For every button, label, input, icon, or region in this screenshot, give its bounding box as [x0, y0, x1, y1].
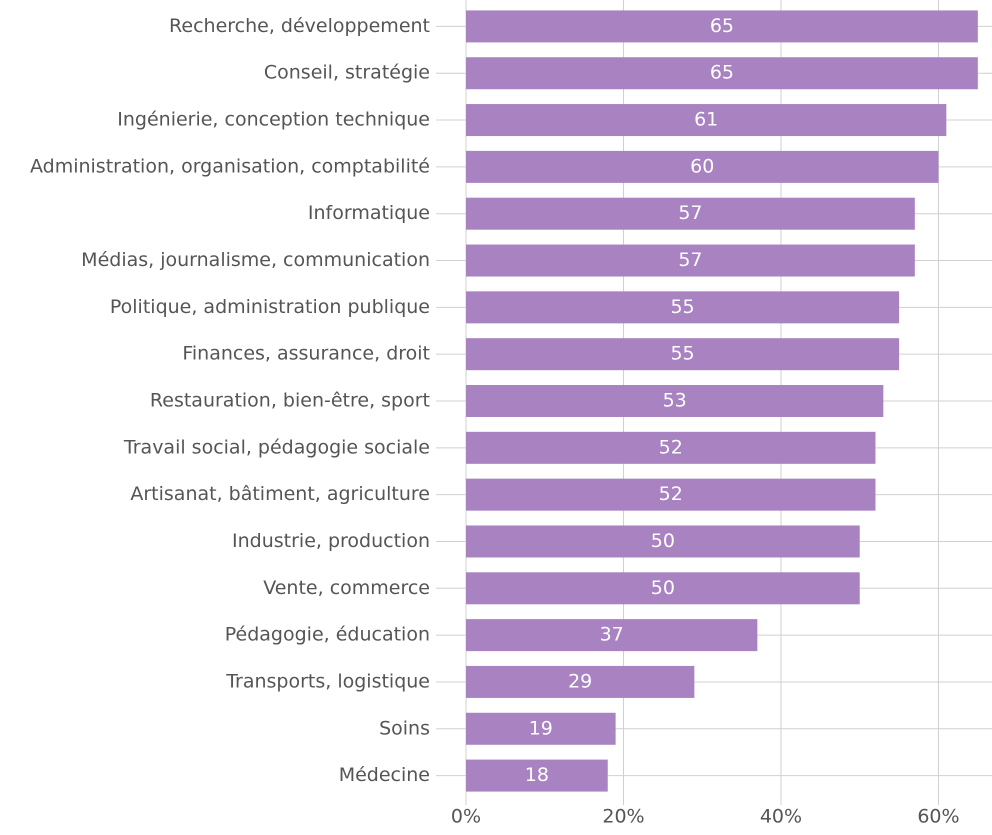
bar	[466, 572, 860, 605]
y-tick-label: Conseil, stratégie	[264, 62, 430, 84]
bar	[466, 57, 978, 90]
data-label: 60	[690, 155, 714, 177]
data-label: 57	[678, 202, 702, 224]
x-tick-label: 60%	[917, 806, 959, 828]
bar	[466, 338, 900, 371]
data-label: 50	[651, 530, 675, 552]
bar	[466, 10, 978, 43]
bar	[466, 525, 860, 558]
x-tick-label: 0%	[451, 806, 481, 828]
data-label: 53	[663, 390, 687, 412]
y-tick-label: Soins	[379, 717, 430, 739]
data-label: 55	[670, 296, 694, 318]
y-tick-label: Médias, journalisme, communication	[81, 249, 430, 271]
x-tick-label: 40%	[760, 806, 802, 828]
bar	[466, 291, 900, 324]
bar	[466, 431, 876, 464]
data-label: 18	[525, 764, 549, 786]
y-tick-label: Vente, commerce	[263, 577, 430, 599]
y-tick-label: Industrie, production	[232, 530, 430, 552]
data-label: 57	[678, 249, 702, 271]
bar	[466, 104, 947, 137]
x-tick-label: 20%	[602, 806, 644, 828]
y-tick-label: Informatique	[308, 202, 430, 224]
data-label: 55	[670, 343, 694, 365]
bar	[466, 244, 915, 277]
y-tick-label: Finances, assurance, droit	[182, 343, 430, 365]
bar	[466, 150, 939, 183]
bar	[466, 197, 915, 230]
data-label: 61	[694, 109, 718, 131]
y-tick-label: Politique, administration publique	[110, 296, 430, 318]
data-label: 19	[529, 717, 553, 739]
y-tick-label: Artisanat, bâtiment, agriculture	[130, 483, 430, 505]
data-label: 65	[710, 62, 734, 84]
bar	[466, 759, 608, 792]
y-tick-label: Administration, organisation, comptabili…	[30, 155, 430, 177]
data-label: 52	[659, 483, 683, 505]
y-tick-label: Pédagogie, éducation	[225, 624, 430, 646]
y-tick-label: Restauration, bien-être, sport	[150, 390, 430, 412]
bar	[466, 478, 876, 511]
bar	[466, 385, 884, 417]
data-label: 29	[568, 670, 592, 692]
y-tick-label: Recherche, développement	[169, 15, 430, 37]
data-label: 37	[600, 624, 624, 646]
bar	[466, 665, 695, 698]
data-label: 50	[651, 577, 675, 599]
data-label: 52	[659, 436, 683, 458]
y-tick-label: Médecine	[339, 764, 430, 786]
y-tick-label: Ingénierie, conception technique	[117, 109, 430, 131]
bar	[466, 619, 758, 652]
data-label: 65	[710, 15, 734, 37]
y-tick-label: Travail social, pédagogie sociale	[123, 436, 430, 458]
y-tick-label: Transports, logistique	[225, 670, 430, 692]
bar	[466, 712, 616, 745]
